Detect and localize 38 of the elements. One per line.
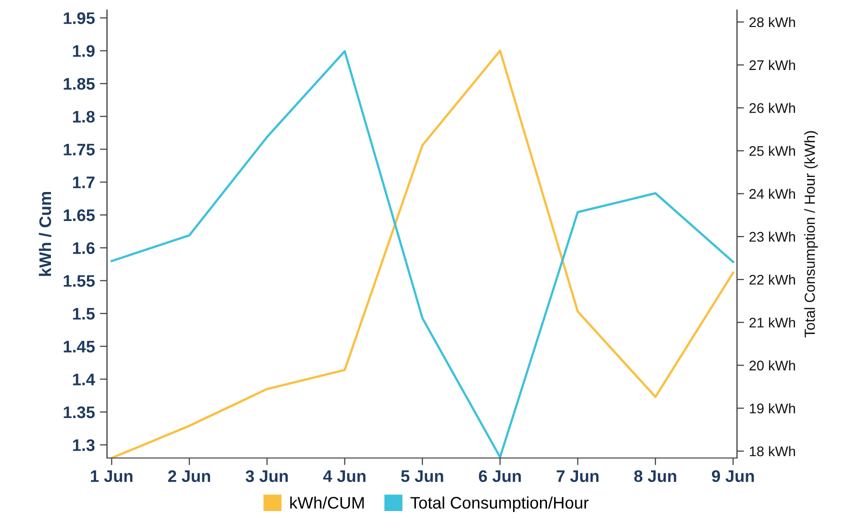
- y2-tick-label: 26 kWh: [750, 102, 795, 114]
- x-tick-label: 6 Jun: [478, 470, 521, 482]
- y2-tick-label: 25 kWh: [750, 146, 795, 156]
- y-tick-label: 1.4: [73, 374, 96, 386]
- y-tick-label: 1.35: [64, 406, 95, 418]
- x-tick-label: 1 Jun: [90, 470, 132, 482]
- y-tick-label: 1.55: [64, 275, 95, 287]
- x-tick-label: 9 Jun: [712, 470, 754, 482]
- legend-label: Total Consumption/Hour: [410, 496, 589, 512]
- legend-label: kWh/CUM: [290, 496, 364, 509]
- y2-tick-label: 18 kWh: [750, 446, 795, 456]
- x-tick-label: 7 Jun: [556, 470, 598, 482]
- y-tick-label: 1.45: [64, 340, 95, 353]
- y-tick-label: 1.85: [64, 78, 95, 90]
- y-tick-label: 1.9: [73, 45, 95, 57]
- y-tick-label: 1.7: [73, 176, 94, 188]
- y2-axis-title: Total Consumption / Hour (kWh): [804, 131, 818, 338]
- y-tick-label: 1.6: [73, 242, 95, 254]
- y2-tick-label: 21 kWh: [750, 317, 795, 328]
- y2-tick-label: 23 kWh: [750, 232, 795, 242]
- y-tick-label: 1.8: [73, 110, 95, 123]
- y2-tick-label: 22 kWh: [750, 274, 795, 285]
- x-tick-label: 8 Jun: [634, 470, 676, 482]
- y2-tick-label: 28 kWh: [750, 16, 795, 28]
- y-tick-label: 1.95: [64, 12, 95, 24]
- x-tick-label: 3 Jun: [246, 470, 288, 482]
- x-tick-label: 5 Jun: [401, 470, 444, 482]
- y2-tick-label: 19 kWh: [750, 403, 795, 414]
- y2-tick-label: 24 kWh: [750, 188, 795, 199]
- y-tick-label: 1.3: [73, 439, 95, 452]
- y2-tick-label: 27 kWh: [750, 60, 795, 70]
- x-tick-label: 2 Jun: [168, 470, 210, 482]
- y-tick-label: 1.5: [73, 308, 95, 320]
- x-tick-label: 4 Jun: [323, 470, 366, 482]
- y-tick-label: 1.75: [64, 144, 95, 156]
- y-axis-title: kWh / Cum: [38, 192, 52, 276]
- y2-tick-label: 20 kWh: [750, 360, 795, 370]
- y-tick-label: 1.65: [64, 209, 95, 222]
